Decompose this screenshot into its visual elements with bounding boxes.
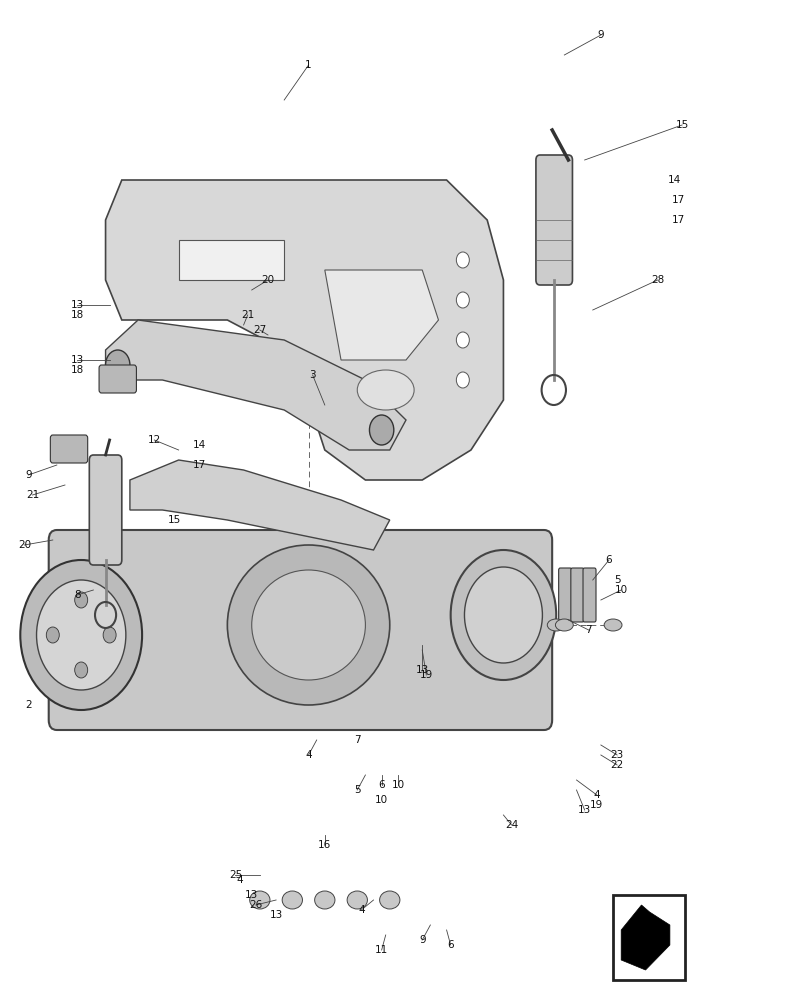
Text: 27: 27 xyxy=(253,325,266,335)
Text: 13: 13 xyxy=(245,890,258,900)
Text: 22: 22 xyxy=(610,760,623,770)
Text: 5: 5 xyxy=(613,575,620,585)
FancyBboxPatch shape xyxy=(570,568,583,622)
Circle shape xyxy=(369,415,393,445)
Text: 6: 6 xyxy=(447,940,453,950)
Circle shape xyxy=(456,332,469,348)
Circle shape xyxy=(456,292,469,308)
Text: 4: 4 xyxy=(593,790,599,800)
Text: 23: 23 xyxy=(610,750,623,760)
Ellipse shape xyxy=(346,891,367,909)
Text: 14: 14 xyxy=(667,175,680,185)
Text: 14: 14 xyxy=(192,440,205,450)
Ellipse shape xyxy=(281,891,302,909)
Text: 2: 2 xyxy=(25,700,32,710)
Text: 4: 4 xyxy=(358,905,364,915)
Polygon shape xyxy=(105,180,503,480)
Ellipse shape xyxy=(603,619,621,631)
Text: 7: 7 xyxy=(585,625,591,635)
Text: 21: 21 xyxy=(26,490,39,500)
Text: 11: 11 xyxy=(375,945,388,955)
Text: 7: 7 xyxy=(354,735,360,745)
Circle shape xyxy=(75,592,88,608)
Text: 10: 10 xyxy=(391,780,404,790)
FancyBboxPatch shape xyxy=(50,435,88,463)
Text: 6: 6 xyxy=(378,780,384,790)
Text: 24: 24 xyxy=(504,820,517,830)
Circle shape xyxy=(46,627,59,643)
Text: 5: 5 xyxy=(354,785,360,795)
Ellipse shape xyxy=(555,619,573,631)
Text: 18: 18 xyxy=(71,310,84,320)
Text: 17: 17 xyxy=(192,460,205,470)
Text: 9: 9 xyxy=(25,470,32,480)
Text: 26: 26 xyxy=(249,900,262,910)
Text: 3: 3 xyxy=(309,370,315,380)
Text: 1: 1 xyxy=(305,60,311,70)
Text: 20: 20 xyxy=(261,275,274,285)
Circle shape xyxy=(450,550,556,680)
Circle shape xyxy=(456,252,469,268)
Circle shape xyxy=(103,627,116,643)
FancyBboxPatch shape xyxy=(558,568,571,622)
Text: 17: 17 xyxy=(671,195,684,205)
Text: 13: 13 xyxy=(71,355,84,365)
FancyBboxPatch shape xyxy=(582,568,595,622)
Ellipse shape xyxy=(227,545,389,705)
Ellipse shape xyxy=(379,891,399,909)
Text: 17: 17 xyxy=(671,215,684,225)
FancyBboxPatch shape xyxy=(89,455,122,565)
Text: 19: 19 xyxy=(419,670,432,680)
Polygon shape xyxy=(130,460,389,550)
Circle shape xyxy=(464,567,542,663)
FancyBboxPatch shape xyxy=(49,530,551,730)
Text: 15: 15 xyxy=(675,120,688,130)
Circle shape xyxy=(456,372,469,388)
Text: 13: 13 xyxy=(269,910,282,920)
Text: 13: 13 xyxy=(415,665,428,675)
FancyBboxPatch shape xyxy=(535,155,572,285)
Polygon shape xyxy=(324,270,438,360)
Ellipse shape xyxy=(249,891,269,909)
Text: 16: 16 xyxy=(318,840,331,850)
Circle shape xyxy=(20,560,142,710)
FancyBboxPatch shape xyxy=(99,365,136,393)
Text: 20: 20 xyxy=(18,540,31,550)
Text: 15: 15 xyxy=(168,515,181,525)
Polygon shape xyxy=(178,240,284,280)
Text: 10: 10 xyxy=(375,795,388,805)
Text: 13: 13 xyxy=(577,805,590,815)
Text: 4: 4 xyxy=(305,750,311,760)
Text: 9: 9 xyxy=(418,935,425,945)
Text: 9: 9 xyxy=(597,30,603,40)
Text: 6: 6 xyxy=(605,555,611,565)
Text: 21: 21 xyxy=(241,310,254,320)
Text: 25: 25 xyxy=(229,870,242,880)
Polygon shape xyxy=(105,320,406,450)
Text: 10: 10 xyxy=(614,585,627,595)
Polygon shape xyxy=(620,905,669,970)
Ellipse shape xyxy=(357,370,414,410)
Circle shape xyxy=(75,662,88,678)
Text: 8: 8 xyxy=(74,590,80,600)
Circle shape xyxy=(36,580,126,690)
Text: 4: 4 xyxy=(236,875,242,885)
Text: 18: 18 xyxy=(71,365,84,375)
Text: 13: 13 xyxy=(71,300,84,310)
Text: 19: 19 xyxy=(590,800,603,810)
Text: 28: 28 xyxy=(650,275,663,285)
Circle shape xyxy=(105,350,130,380)
FancyBboxPatch shape xyxy=(612,895,684,980)
Ellipse shape xyxy=(547,619,564,631)
Text: 12: 12 xyxy=(148,435,161,445)
Ellipse shape xyxy=(251,570,365,680)
Ellipse shape xyxy=(315,891,334,909)
